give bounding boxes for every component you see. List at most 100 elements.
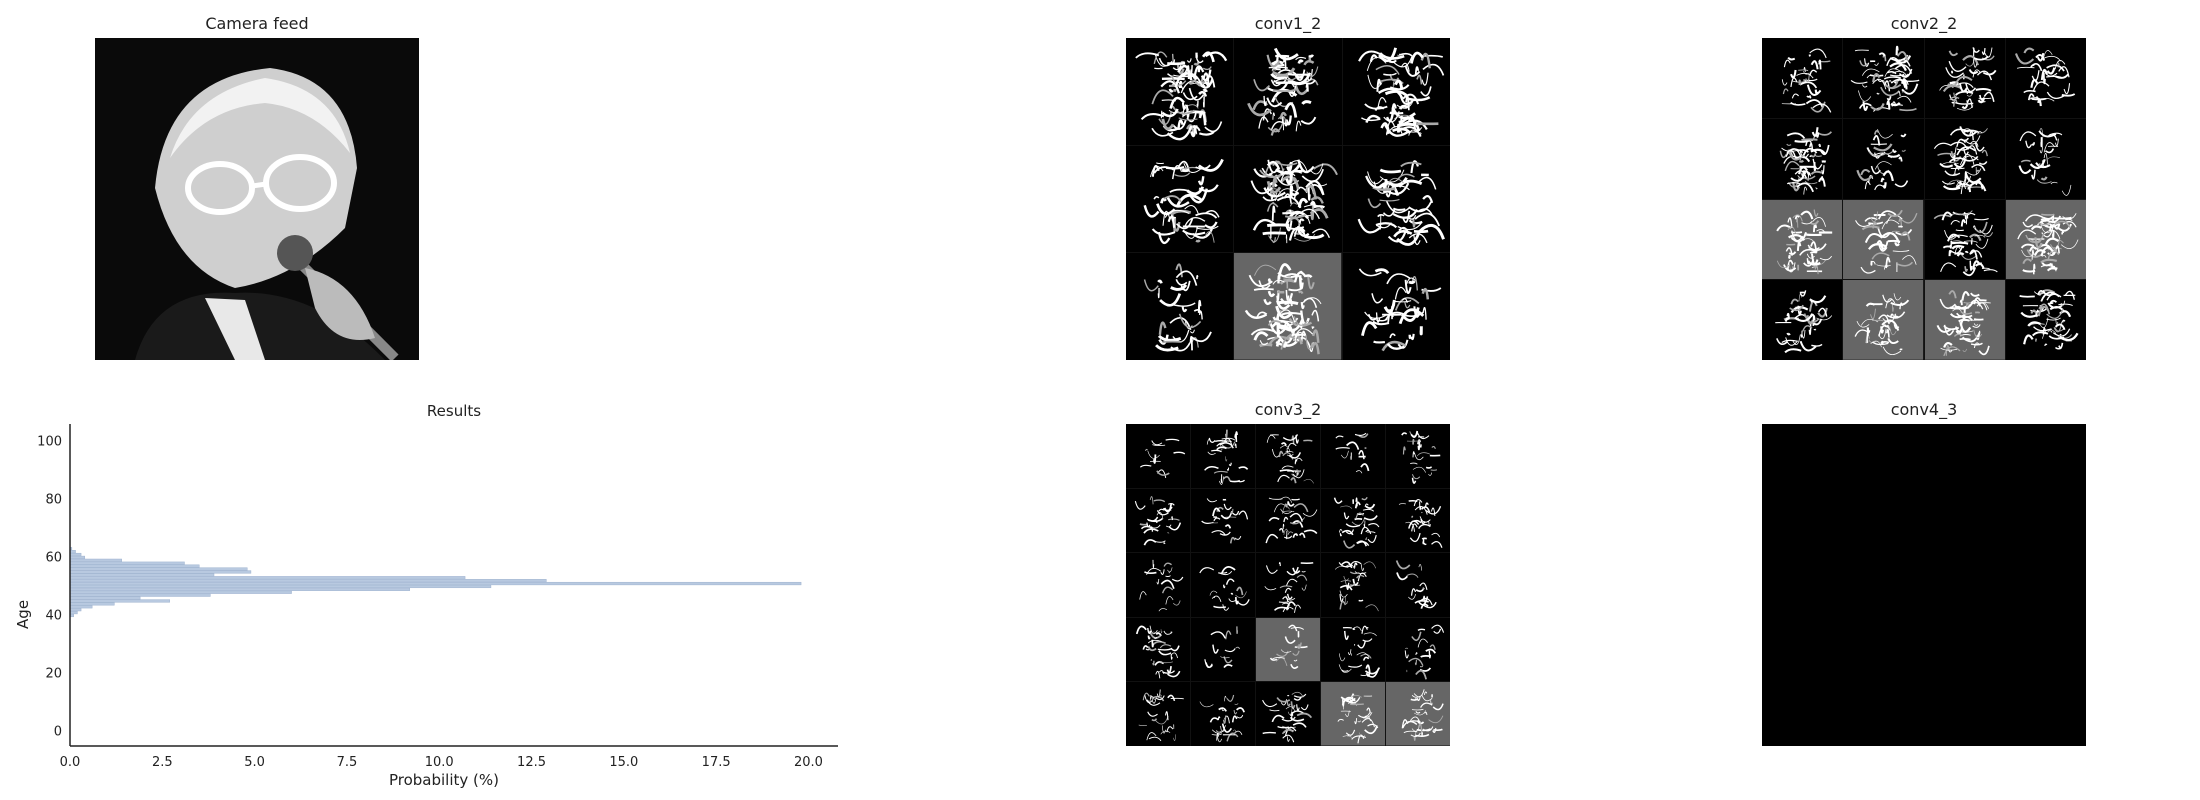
bar-age-57 [69, 564, 200, 568]
feature-map-tile [1126, 38, 1234, 145]
feature-map-tile [1191, 617, 1255, 682]
conv3-2-grid [1126, 424, 1450, 746]
feature-map-tile [1386, 617, 1450, 682]
bar-age-60 [69, 555, 86, 560]
bar-age-61 [69, 552, 82, 557]
conv2-2-feature-maps [1762, 38, 2086, 360]
feature-map-tile [1234, 253, 1342, 360]
x-tick-labels: 0.0 2.5 5.0 7.5 10.0 12.5 15.0 17.5 20.0 [60, 755, 823, 770]
bar-age-46 [69, 596, 141, 600]
feature-map-tile [1924, 199, 2005, 280]
camera-feed-title: Camera feed [205, 14, 309, 33]
feature-map-tile [1321, 424, 1385, 488]
feature-map-tile [1386, 682, 1450, 746]
feature-map-tile [1321, 682, 1385, 746]
feature-map-tile [1321, 488, 1385, 553]
conv3-2-feature-maps [1126, 424, 1450, 746]
feature-map-tile [1126, 488, 1190, 553]
feature-map-tile [2005, 118, 2086, 199]
feature-map-tile [1843, 118, 1924, 199]
feature-map-tile [1386, 488, 1450, 553]
feature-map-tile [1924, 118, 2005, 199]
y-tick-label: 40 [45, 608, 62, 623]
x-tick-label: 0.0 [60, 755, 81, 770]
feature-map-tile [1126, 145, 1234, 253]
bar-age-48 [69, 590, 292, 594]
x-tick-label: 12.5 [517, 755, 546, 770]
feature-map-tile [1924, 38, 2005, 118]
feature-map-tile [1256, 617, 1320, 682]
feature-map-tile [1762, 38, 1843, 118]
feature-map-tile [1342, 253, 1450, 360]
x-tick-label: 17.5 [702, 755, 731, 770]
bar-age-47 [69, 593, 211, 597]
conv3-2-title: conv3_2 [1254, 400, 1322, 419]
feature-map-tile [1843, 38, 1924, 118]
feature-map-tile [2005, 199, 2086, 280]
feature-map-tile [1126, 553, 1190, 617]
feature-map-tile [1256, 553, 1320, 617]
bar-age-41 [69, 610, 78, 615]
feature-map-tile [2005, 280, 2086, 360]
feature-map-tile [1843, 280, 1924, 360]
feature-map-tile [1342, 38, 1450, 145]
bars-group [69, 547, 802, 618]
feature-map-tile [1386, 424, 1450, 488]
conv2-2-title: conv2_2 [1890, 14, 1958, 33]
feature-map-tile [1126, 617, 1190, 682]
feature-map-tile [1191, 488, 1255, 553]
feature-map-tile [1321, 553, 1385, 617]
feature-map-tile [1762, 280, 1843, 360]
bar-age-43 [69, 605, 93, 609]
x-tick-label: 20.0 [794, 755, 823, 770]
y-tick-label: 80 [45, 492, 62, 507]
feature-map-tile [1234, 38, 1342, 145]
bar-age-53 [69, 576, 466, 580]
results-chart: Results 0.0 2.5 5.0 7.5 10.0 12.5 15.0 17.5 20.0… [14, 402, 838, 789]
feature-map-tile [1256, 488, 1320, 553]
bar-age-52 [69, 579, 547, 583]
feature-map-tile [1256, 682, 1320, 746]
feature-map-tile [1843, 199, 1924, 280]
y-tick-label: 20 [45, 666, 62, 681]
x-tick-label: 2.5 [152, 755, 173, 770]
feature-map-tile [1924, 280, 2005, 360]
feature-map-tile [1321, 617, 1385, 682]
chart-title: Results [427, 402, 481, 420]
feature-map-tile [1762, 199, 1843, 280]
feature-map-tile [1234, 145, 1342, 253]
bar-age-56 [69, 567, 248, 571]
x-tick-label: 15.0 [609, 755, 638, 770]
bar-age-62 [69, 550, 76, 554]
x-axis-label: Probability (%) [389, 771, 499, 789]
y-tick-label: 100 [37, 434, 62, 449]
feature-map-tile [1256, 424, 1320, 488]
bar-age-44 [69, 602, 115, 606]
y-tick-labels: 0 20 40 60 80 100 [37, 434, 62, 739]
bar-age-59 [69, 558, 122, 562]
feature-map-tile [1191, 682, 1255, 746]
conv4-3-feature-maps [1762, 424, 2086, 746]
bar-age-54 [69, 573, 215, 577]
feature-map-tile [1191, 424, 1255, 488]
x-tick-label: 5.0 [244, 755, 265, 770]
conv2-2-grid [1762, 38, 2086, 360]
feature-map-tile [1126, 253, 1234, 360]
conv1-2-grid [1126, 38, 1450, 360]
bar-age-58 [69, 561, 185, 565]
bar-age-51 [69, 581, 802, 586]
conv4-3-title: conv4_3 [1890, 400, 1958, 419]
bar-age-42 [69, 608, 82, 612]
feature-map-tile [1762, 118, 1843, 199]
face-portrait-icon [95, 38, 419, 360]
conv1-2-title: conv1_2 [1254, 14, 1322, 33]
bar-age-45 [69, 599, 170, 603]
feature-map-tile [1386, 553, 1450, 617]
camera-feed-image [95, 38, 419, 360]
bar-age-50 [69, 584, 492, 589]
feature-map-tile [1342, 145, 1450, 253]
feature-map-tile [1191, 553, 1255, 617]
y-axis-label: Age [14, 600, 32, 629]
feature-map-tile [1126, 682, 1190, 746]
x-tick-label: 7.5 [337, 755, 358, 770]
